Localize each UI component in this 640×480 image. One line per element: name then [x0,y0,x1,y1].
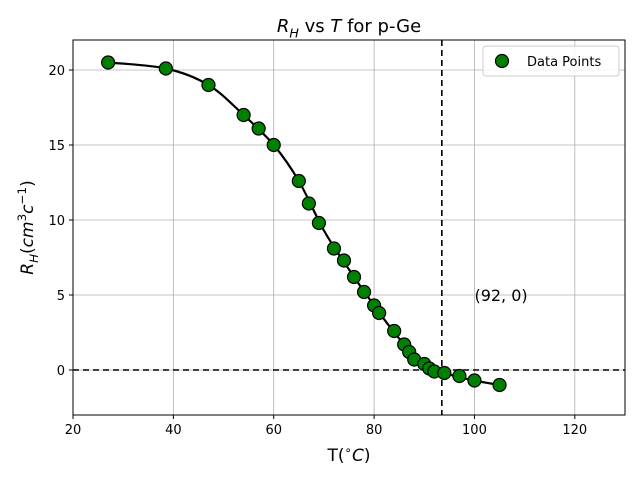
data-point [467,373,482,388]
data-point [291,173,306,189]
data-point [236,107,251,123]
y-tick-label: 5 [57,289,65,304]
data-point [251,121,266,136]
x-tick-label: 120 [562,423,587,438]
data-point [101,55,116,70]
legend-box [482,45,620,77]
x-tick-label: 40 [165,423,182,438]
legend: Data Points [482,45,620,77]
annotation-label: (92, 0) [474,286,527,305]
data-point [452,368,467,384]
data-point [326,241,342,256]
y-tick-label: 15 [48,139,65,154]
data-point [372,305,387,321]
data-point [266,137,281,153]
data-point [356,284,372,300]
data-point [158,61,173,76]
x-axis-label: T(∘C) [327,443,371,466]
x-tick-label: 60 [265,423,282,438]
data-points [101,55,507,393]
plot-frame [72,39,626,416]
reference-lines [73,40,625,415]
data-point [492,377,507,393]
labels: 20 40 60 80 100 120 0 5 10 15 20 RH vs T for p-Ge T(… [15,16,587,466]
axes [69,39,626,419]
data-point [311,215,326,231]
data-point [336,253,352,268]
chart-title: RH vs T for p-Ge [277,16,421,40]
data-point [387,323,402,339]
y-tick-label: 20 [48,64,65,79]
data-point [437,365,452,381]
y-tick-label: 10 [48,214,65,229]
y-axis-label: RH(cm3c−1) [15,180,41,274]
x-tick-label: 80 [366,423,383,438]
x-tick-label: 20 [65,423,82,438]
data-point [301,196,316,211]
legend-label: Data Points [527,55,601,70]
data-point [346,269,362,285]
legend-marker [494,53,510,69]
y-tick-label: 0 [57,364,65,379]
data-point [201,77,216,93]
x-tick-label: 100 [462,423,487,438]
